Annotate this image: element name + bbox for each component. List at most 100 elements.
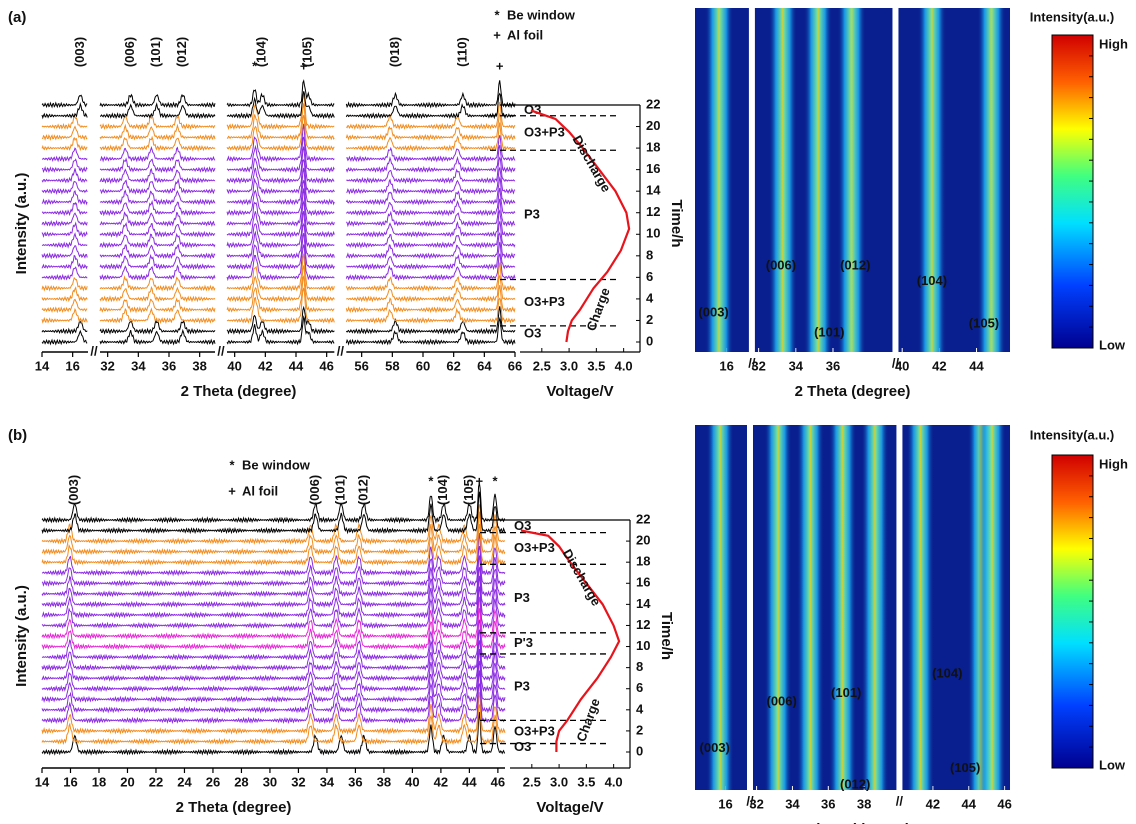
x-tick-label: 16: [63, 774, 77, 789]
phase-label: P3: [514, 590, 530, 605]
y-tick-label: 12: [636, 617, 650, 632]
spectrum: [99, 264, 216, 281]
y-tick-label: 8: [646, 247, 653, 262]
x-tick-label: 38: [192, 358, 206, 373]
spectrum: [41, 711, 506, 756]
spectrum: [41, 683, 506, 725]
spectrum: [41, 491, 506, 535]
phase-label: P3: [514, 679, 530, 694]
x-tick-label: 46: [319, 358, 333, 373]
phase-label: O3: [514, 739, 531, 754]
spectrum: [346, 167, 516, 195]
spectrum: [226, 91, 335, 120]
x-tick-label: 3.5: [577, 774, 595, 789]
y-tick-label: 10: [646, 226, 660, 241]
x-tick-label: 66: [508, 358, 522, 373]
x-axis-label: Voltage/V: [536, 799, 603, 816]
panel-label: (b): [8, 427, 27, 444]
x-tick-label: 36: [348, 774, 362, 789]
y-tick-label: 22: [646, 96, 660, 111]
y-tick-label: 22: [636, 511, 650, 526]
x-tick-label: 42: [926, 796, 940, 811]
y-tick-label: 4: [646, 290, 654, 305]
legend-symbol: *: [229, 457, 235, 472]
spectrum: [346, 241, 516, 271]
intensity-stripe: [796, 425, 824, 790]
x-tick-label: 36: [821, 796, 835, 811]
x-tick-label: 28: [234, 774, 248, 789]
spectrum: [346, 135, 516, 163]
spectrum: [41, 608, 506, 651]
spectrum: [41, 114, 88, 130]
spectrum: [226, 180, 335, 217]
x-tick-label: 42: [258, 358, 272, 373]
x-tick-label: 56: [354, 358, 368, 373]
y-tick-label: 2: [646, 312, 653, 327]
voltage-curve: [530, 109, 631, 343]
spectrum: [226, 115, 335, 152]
spectrum: [41, 692, 506, 735]
spectrum: [41, 648, 506, 693]
spectrum: [99, 168, 216, 185]
axis-break: //: [217, 343, 225, 358]
legend-label: Al foil: [507, 27, 543, 42]
y-tick-label: 0: [636, 743, 643, 758]
spectrum: [345, 262, 516, 292]
al_foil-marker: +: [496, 58, 504, 73]
spectrum: [41, 511, 506, 556]
y-tick-label: 20: [646, 118, 660, 133]
spectrum: [226, 253, 335, 292]
spectrum: [41, 158, 88, 174]
y-tick-label: 14: [646, 183, 661, 198]
colorbar-low: Low: [1099, 757, 1126, 772]
x-tick-label: 2.5: [533, 358, 551, 373]
legend-label: Al foil: [242, 483, 278, 498]
peak-label: (006): [122, 37, 137, 67]
x-axis-label: 2 Theta (degree): [176, 799, 292, 816]
peak-label: (101): [333, 475, 348, 505]
spectrum: [99, 285, 216, 303]
peak-label: (012): [355, 475, 370, 505]
x-tick-label: 2.5: [523, 774, 541, 789]
spectrum: [99, 93, 216, 109]
x-tick-label: 34: [789, 358, 804, 373]
heatmap-label: (006): [767, 694, 797, 709]
intensity-stripe: [977, 8, 1006, 352]
heatmap-label: (003): [698, 304, 728, 319]
legend-label: Be window: [507, 7, 576, 22]
spectrum: [41, 307, 88, 325]
y-tick-label: 18: [646, 140, 660, 155]
al_foil-marker: +: [476, 473, 484, 488]
x-tick-label: 20: [120, 774, 134, 789]
spectrum: [41, 619, 506, 661]
y-tick-label: 18: [636, 554, 650, 569]
x-tick-label: 46: [491, 774, 505, 789]
y-tick-label: 14: [636, 596, 651, 611]
peak-label: (006): [307, 475, 322, 505]
be_window-marker: *: [492, 473, 498, 488]
be_window-marker: *: [428, 473, 434, 488]
heatmap-label: (104): [932, 665, 962, 680]
spectrum: [41, 254, 88, 270]
spectrum: [345, 198, 516, 228]
x-tick-label: 42: [434, 774, 448, 789]
spectrum: [41, 524, 506, 567]
spectrum: [226, 136, 335, 174]
spectrum: [41, 245, 88, 260]
spectrum: [99, 178, 216, 195]
colorbar: [1051, 34, 1094, 349]
peak-label: (105): [461, 475, 476, 505]
x-axis-label: 2 Theta (degree): [795, 383, 911, 400]
axis-break: //: [337, 343, 345, 358]
spectrum: [41, 266, 88, 281]
x-tick-label: 32: [291, 774, 305, 789]
spectrum: [226, 199, 335, 239]
heatmap-label: (105): [969, 315, 999, 330]
spectrum: [41, 232, 88, 249]
spectrum: [99, 189, 216, 206]
phase-label: O3+P3: [514, 540, 555, 555]
y-tick-label: 2: [636, 722, 643, 737]
spectrum: [345, 176, 516, 206]
spectrum: [346, 208, 516, 239]
x-tick-label: 16: [65, 358, 79, 373]
